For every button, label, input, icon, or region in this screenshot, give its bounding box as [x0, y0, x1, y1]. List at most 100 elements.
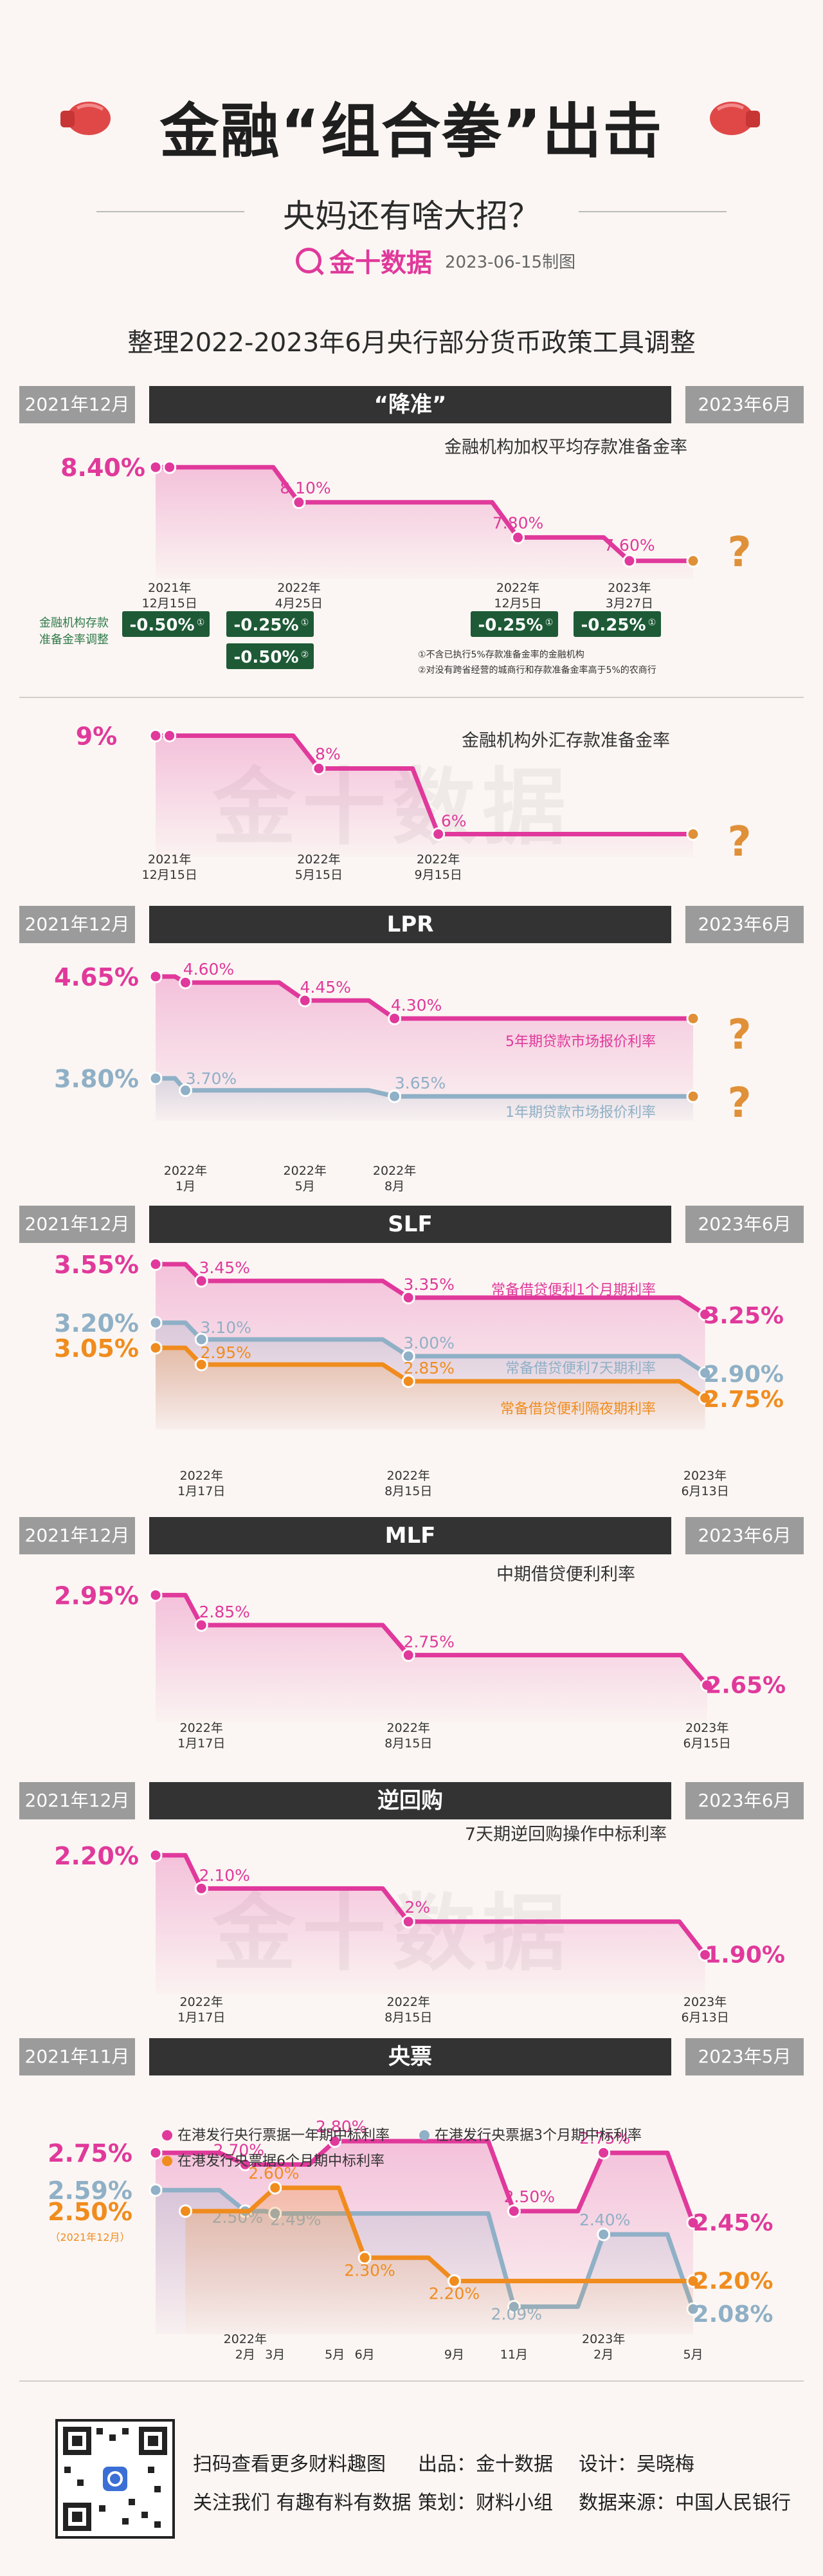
data-label: 2.90% — [703, 1361, 784, 1388]
data-label: 2.40% — [579, 2211, 630, 2229]
section-end-date: 2023年6月 — [685, 386, 804, 423]
section-end-date: 2023年6月 — [685, 906, 804, 943]
rrr-cut-badge — [574, 611, 661, 637]
x-tick-date: 1月17日 — [177, 2010, 225, 2025]
data-point — [292, 495, 306, 510]
section-title: LPR — [149, 906, 671, 943]
section-start-date: 2021年12月 — [19, 906, 135, 943]
data-point — [163, 460, 177, 474]
footer-divider — [19, 2380, 804, 2382]
start-value-label: 2.95% — [54, 1581, 139, 1610]
rrr-cut-footnote-mark: ① — [301, 618, 309, 628]
data-label: 4.45% — [300, 978, 351, 997]
data-label: 2.95% — [201, 1343, 251, 1362]
data-point — [686, 1089, 700, 1103]
data-label: 2.75% — [404, 1633, 455, 1651]
data-point — [328, 2134, 342, 2148]
series-line — [156, 2139, 696, 2224]
chart-title: 金融机构外汇存款准备金率 — [462, 731, 670, 751]
x-tick-year: 2022年 — [387, 1721, 430, 1735]
qr-code[interactable] — [55, 2419, 175, 2539]
x-tick-year: 2023年 — [582, 2332, 625, 2346]
x-tick-date: 2月 — [235, 2348, 255, 2362]
footer-producer: 出品：金十数据 — [418, 2453, 553, 2476]
divider — [19, 697, 804, 698]
data-point — [686, 2216, 700, 2230]
data-point — [686, 827, 700, 841]
start-value-label: 2.59% — [48, 2176, 132, 2205]
data-label: 2.70% — [213, 2140, 264, 2159]
data-label: 4.60% — [183, 960, 234, 979]
central-bank-bill-chart: 2.70% 2.80% 2.50% 2.75% 2.45% 2.75% 在港发行央行票据一年… — [48, 2117, 773, 2362]
boxing-glove-icon — [60, 102, 111, 135]
x-tick-date: 5月15日 — [295, 868, 343, 882]
data-label: 2.08% — [693, 2301, 773, 2328]
rrr-footnote: ①不含已执行5%存款准备金率的金融机构 — [418, 649, 584, 660]
legend-swatch — [162, 2156, 172, 2166]
mlf-chart: 中期借贷便利利率2.85%2.75%2.65%2.95%2022年1月17日20… — [54, 1565, 786, 1751]
data-label: 2.80% — [316, 2117, 366, 2136]
section-end-date: 2023年6月 — [685, 1206, 804, 1243]
data-label: 2.75% — [579, 2129, 630, 2148]
footer-follow-text: 关注我们 有趣有料有数据 — [193, 2492, 412, 2514]
brand-row: 金十数据 2023-06-15制图 — [296, 246, 576, 278]
data-label: 3.45% — [199, 1258, 250, 1277]
section-start-date: 2021年12月 — [19, 1206, 135, 1243]
x-tick-date: 6月13日 — [681, 1484, 728, 1498]
x-tick-date: 5月 — [683, 2348, 703, 2362]
x-tick-date: 6月 — [355, 2348, 375, 2362]
fx-rrr-chart: 金融机构外汇存款准备金率8%6%9%?2021年12月15日2022年5月15日… — [76, 722, 752, 883]
data-point — [698, 1366, 712, 1380]
data-point — [401, 1349, 415, 1363]
chart-date: 2023-06-15制图 — [445, 252, 576, 272]
qr-pattern-icon — [63, 2427, 167, 2531]
x-tick-date: 4月25日 — [275, 596, 323, 611]
data-label: 2.50% — [504, 2187, 555, 2206]
x-tick-year: 2022年 — [496, 581, 539, 595]
x-tick-date: 9月15日 — [415, 868, 462, 882]
data-point — [388, 1089, 402, 1103]
x-tick-year: 2022年 — [180, 1995, 223, 2009]
start-value-label: 3.55% — [54, 1251, 139, 1279]
series-area — [185, 2187, 693, 2334]
data-label: 2.20% — [693, 2268, 773, 2295]
subtitle-rule — [96, 211, 244, 212]
data-label: 2.45% — [693, 2210, 773, 2236]
data-label: 3.25% — [703, 1303, 784, 1329]
brand-name: 金十数据 — [329, 248, 432, 278]
rrr-cut-badge — [226, 643, 314, 669]
data-point — [149, 2183, 163, 2197]
data-label: 2.30% — [344, 2261, 395, 2279]
start-value-label: 3.05% — [54, 1334, 139, 1363]
legend-label: 在港发行央行票据一年期中标利率 — [177, 2128, 390, 2144]
section-end-date: 2023年6月 — [685, 1517, 804, 1554]
data-label: 3.65% — [395, 1074, 446, 1092]
x-tick-year: 2023年 — [685, 1721, 728, 1735]
data-label: 8.10% — [280, 479, 330, 497]
data-point — [401, 1915, 415, 1929]
x-tick-year: 2022年 — [164, 1164, 207, 1178]
start-value-label: 8.40% — [60, 454, 145, 482]
data-label: 2.65% — [705, 1672, 786, 1698]
section-end-date: 2023年5月 — [685, 2038, 804, 2075]
data-point — [149, 1071, 163, 1085]
start-value-note: （2021年12月） — [50, 2231, 130, 2243]
section-title: 央票 — [149, 2038, 671, 2075]
data-point — [507, 2204, 521, 2218]
data-label: 3.70% — [186, 1069, 237, 1088]
data-label: 3.00% — [404, 1334, 455, 1352]
data-label: 7.60% — [604, 536, 655, 555]
lpr-chart: 4.60% 4.45% 4.30% 4.65%? 5年期贷款市场报价利率 3.70% 3.6… — [54, 960, 751, 1193]
rrr-cut-value: -0.50% — [234, 648, 299, 667]
x-tick-date: 8月15日 — [384, 1484, 432, 1498]
question-mark-icon: ? — [727, 1080, 751, 1127]
data-point — [686, 2274, 700, 2288]
start-value-label: 2.20% — [54, 1842, 139, 1870]
rrr-cut-footnote-mark: ① — [648, 618, 656, 628]
legend-label: 在港发行央票据3个月期中标利率 — [435, 2128, 642, 2144]
data-label: 2.75% — [703, 1386, 784, 1413]
x-tick-year: 2022年 — [297, 852, 340, 867]
section-start-date: 2021年11月 — [19, 2038, 135, 2075]
page-title: 金融“组合拳”出击 — [159, 97, 664, 166]
rrr-cut-footnote-mark: ② — [301, 650, 309, 660]
